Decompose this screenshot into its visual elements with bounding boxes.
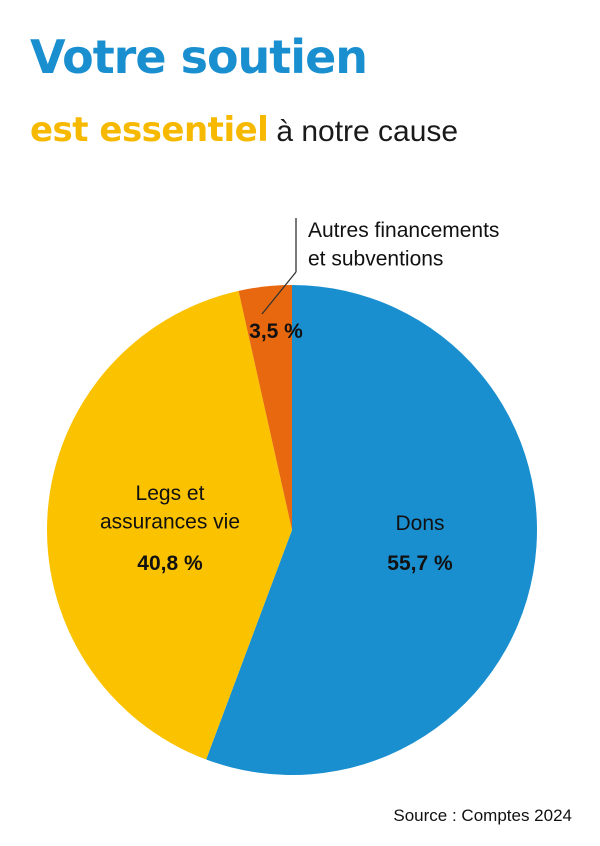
slice-label-legs-et-assurances-vie: Legs et assurances vie: [100, 482, 240, 533]
pie-slice-legs-et-assurances-vie: [47, 290, 292, 760]
slice-value-autres-financements-et-subventions: 3,5 %: [249, 320, 303, 343]
source-note: Source : Comptes 2024: [393, 806, 572, 825]
pie-slice-autres-financements-et-subventions: [238, 285, 292, 530]
slice-label-autres-financements-et-subventions: Autres financements et subventions: [308, 219, 499, 270]
chart-title: Votre soutien: [30, 30, 368, 84]
pie-slices: [47, 285, 538, 775]
slice-value-legs-et-assurances-vie: 40,8 %: [137, 552, 203, 575]
pie-slice-dons: [206, 285, 538, 775]
subtitle-rest: à notre cause: [276, 115, 459, 148]
leader-line-segment: [261, 271, 297, 315]
pie-labels: Dons 55,7 % Legs et assurances vie 40,8 % Aut…: [100, 219, 499, 575]
chart-subtitle: est essentiel à notre cause: [30, 110, 458, 150]
subtitle-highlight: est essentiel: [30, 110, 269, 150]
slice-label-dons: Dons: [395, 512, 444, 535]
slice-value-dons: 55,7 %: [387, 552, 453, 575]
